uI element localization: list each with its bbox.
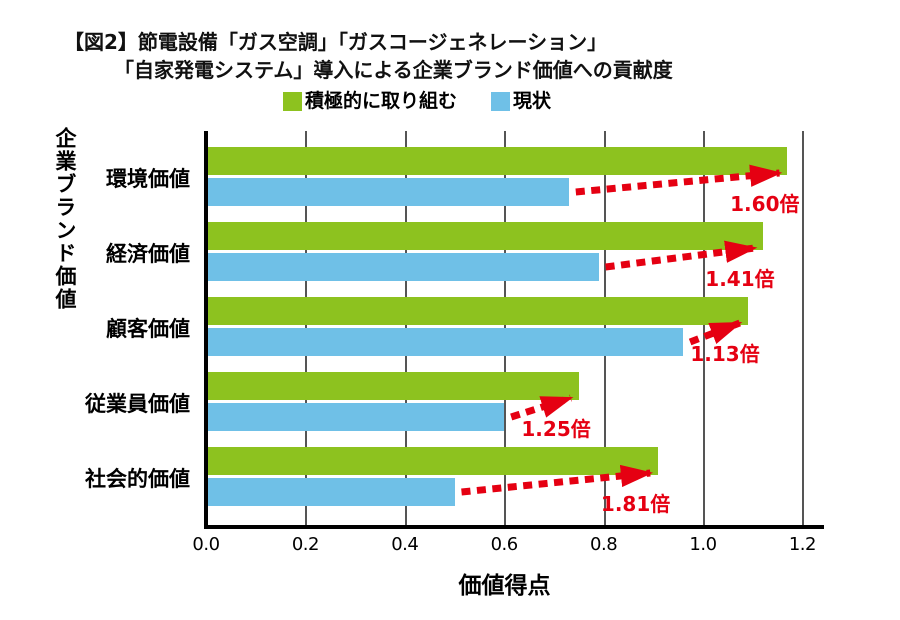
bar-current-1 (206, 253, 599, 281)
category-label-0: 環境価値 (106, 167, 190, 191)
ratio-arrow-2 (688, 319, 743, 346)
y-axis-line (204, 131, 208, 529)
bar-current-4 (206, 478, 455, 506)
bar-current-0 (206, 178, 569, 206)
ratio-arrows-layer (461, 164, 783, 496)
category-label-4: 社会的価値 (85, 467, 190, 491)
legend-item-active: 積極的に取り組む (283, 92, 457, 111)
bar-active-1 (206, 222, 763, 250)
x-axis-line (204, 525, 824, 529)
ratio-arrow-3 (510, 394, 574, 421)
gridline-1.2 (802, 131, 805, 525)
category-label-2: 顧客価値 (106, 317, 190, 341)
ratio-label-2: 1.13倍 (690, 342, 760, 366)
ratio-arrow-4 (461, 464, 654, 496)
plot-area (206, 131, 806, 525)
ratio-label-4: 1.81倍 (600, 492, 671, 516)
bar-current-3 (206, 403, 505, 431)
ratio-label-3: 1.25倍 (521, 417, 591, 441)
bar-active-3 (206, 372, 579, 400)
bar-active-0 (206, 147, 788, 175)
category-label-3: 従業員価値 (85, 392, 190, 416)
legend-label-active: 積極的に取り組む (305, 90, 458, 112)
x-tick-label-0.2: 0.2 (291, 534, 320, 555)
bar-active-2 (206, 297, 748, 325)
legend-item-current: 現状 (491, 92, 551, 111)
y-axis-title: 企業ブランド価値 (53, 127, 77, 311)
ratio-arrow-0 (575, 164, 783, 196)
category-label-1: 経済価値 (106, 242, 190, 266)
chart-title-line1: 【図2】節電設備「ガス空調」「ガスコージェネレーション」 (64, 30, 608, 54)
x-tick-label-0.0: 0.0 (192, 534, 220, 555)
x-tick-label-1.0: 1.0 (689, 534, 717, 555)
ratio-label-1: 1.41倍 (705, 267, 775, 291)
legend-label-current: 現状 (513, 90, 552, 112)
bar-current-2 (206, 328, 684, 356)
legend: 積極的に取り組む 現状 (283, 92, 551, 111)
ratio-arrow-1 (605, 240, 758, 271)
x-tick-label-1.2: 1.2 (788, 534, 817, 555)
x-tick-label-0.4: 0.4 (391, 534, 419, 555)
legend-swatch-blue (491, 92, 511, 111)
ratio-label-0: 1.60倍 (730, 192, 800, 216)
legend-swatch-green (283, 92, 302, 111)
chart-title-line2: 「自家発電システム」導入による企業ブランド価値への貢献度 (114, 58, 673, 82)
x-tick-label-0.8: 0.8 (590, 534, 618, 555)
gridline-1.0 (703, 131, 705, 525)
x-axis-title: 価値得点 (458, 573, 551, 599)
chart-title: 【図2】節電設備「ガス空調」「ガスコージェネレーション」 「自家発電システム」導… (64, 28, 673, 84)
bar-active-4 (206, 447, 659, 475)
x-tick-label-0.6: 0.6 (490, 534, 519, 555)
